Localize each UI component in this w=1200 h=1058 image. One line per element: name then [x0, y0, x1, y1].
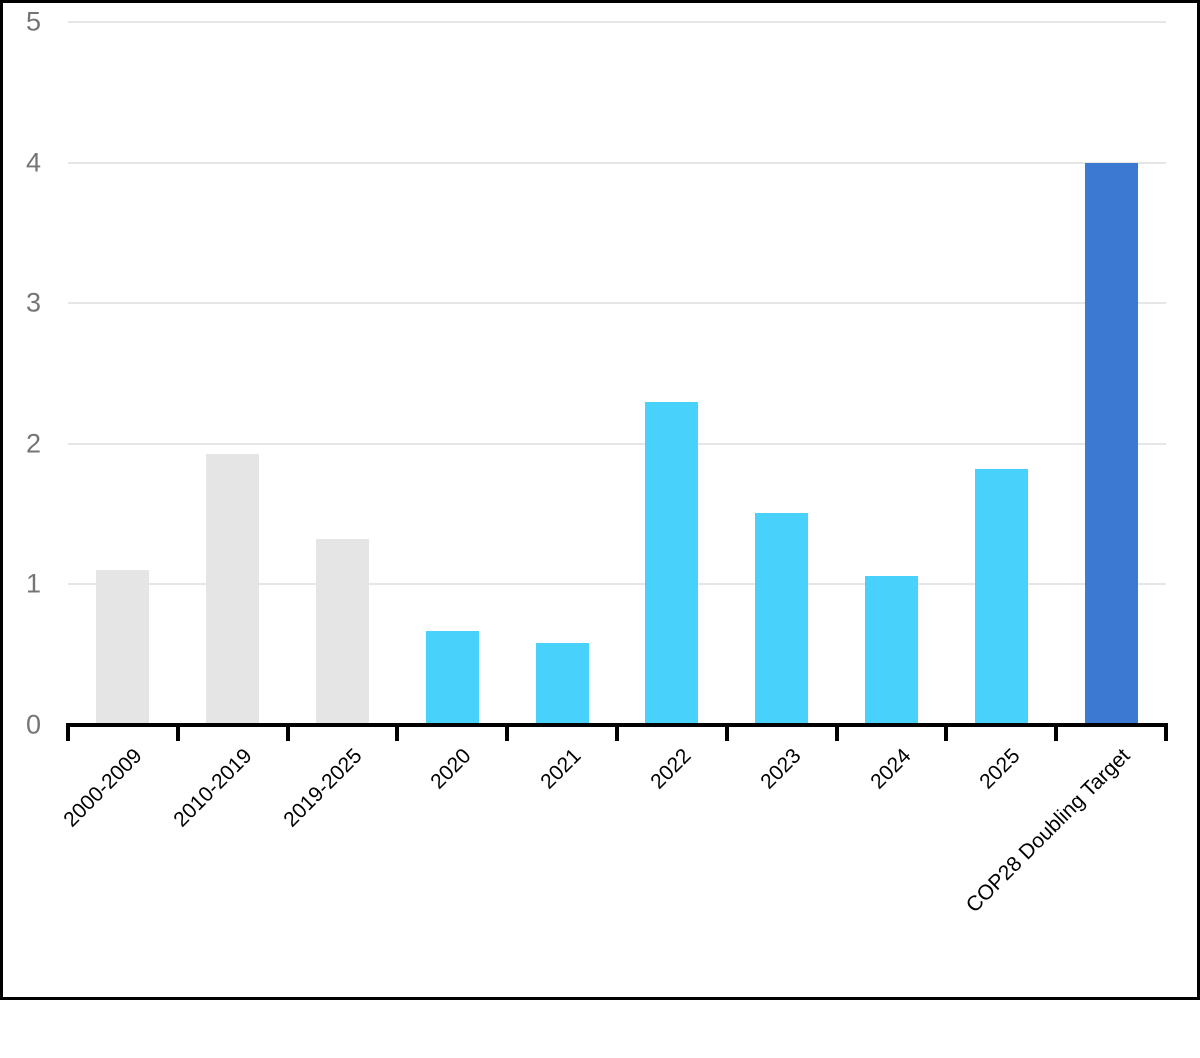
bar-2000-2009: [96, 570, 150, 725]
bar-2021: [535, 643, 589, 725]
x-axis-tick: [66, 723, 70, 741]
x-axis-tick: [285, 723, 290, 741]
x-axis-tick: [615, 723, 619, 741]
x-axis-tick: [834, 723, 839, 741]
y-tick-label-3: 3: [25, 287, 41, 318]
y-tick-label-5: 5: [25, 6, 41, 37]
bar-2022: [645, 401, 699, 725]
bar-chart-canvas: 0 1 2 3 4 5 2000-2009 2010-2019 2019-2025 2020 202…: [3, 3, 1197, 997]
bar-2020: [425, 630, 479, 725]
y-tick-label-0: 0: [25, 709, 41, 740]
gridline-4: [68, 161, 1166, 164]
gridline-1: [68, 583, 1166, 586]
gridline-5: [68, 21, 1166, 23]
x-axis-tick: [395, 723, 400, 741]
x-axis-tick: [1054, 723, 1059, 741]
bar-2010-2019: [206, 453, 260, 725]
x-tick-label-2000-2009: 2000-2009: [59, 744, 147, 832]
y-tick-label-1: 1: [25, 568, 41, 599]
bar-2019-2025: [316, 539, 369, 725]
chart-frame: 0 1 2 3 4 5 2000-2009 2010-2019 2019-2025 2020 202…: [0, 0, 1200, 1000]
bar-2024: [865, 575, 918, 725]
x-axis-tick: [1164, 723, 1168, 741]
x-axis-tick: [175, 723, 180, 741]
bar-2023: [755, 512, 809, 725]
x-axis-tick: [724, 723, 729, 741]
x-axis-tick: [944, 723, 949, 741]
y-tick-label-2: 2: [25, 428, 41, 459]
bar-cop28-doubling-target: [1084, 162, 1138, 725]
gridline-3: [68, 302, 1166, 305]
x-axis-tick: [505, 723, 510, 741]
gridline-2: [68, 442, 1166, 445]
y-tick-label-4: 4: [25, 147, 41, 178]
bar-2025: [974, 469, 1028, 725]
